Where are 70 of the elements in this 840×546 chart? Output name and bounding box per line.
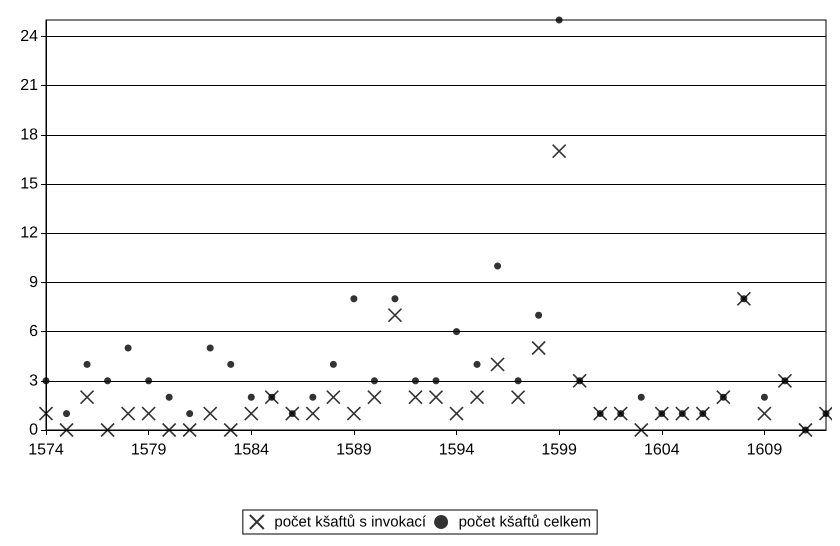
y-tick-label: 12 — [20, 224, 38, 242]
point — [510, 390, 526, 404]
x-tick-label: 1594 — [438, 442, 474, 458]
legend-label: počet kšaftů celkem — [458, 514, 592, 530]
point — [535, 312, 542, 319]
y-tick-label: 6 — [29, 323, 38, 340]
point — [227, 360, 234, 368]
point — [306, 406, 320, 421]
point — [490, 357, 505, 372]
point — [84, 360, 91, 368]
y-tick-label: 24 — [20, 28, 38, 45]
point — [309, 394, 316, 401]
x-tick-label: 1589 — [336, 442, 372, 458]
point — [474, 360, 481, 368]
point — [202, 406, 218, 421]
point — [634, 422, 649, 438]
point — [162, 422, 176, 438]
point — [244, 406, 259, 421]
y-tick-label: 15 — [20, 176, 38, 192]
point — [330, 360, 337, 368]
point — [453, 328, 460, 336]
point — [326, 390, 341, 404]
point — [38, 406, 54, 421]
point — [186, 410, 194, 418]
y-tick-label: 21 — [20, 77, 38, 94]
point — [428, 390, 444, 404]
point — [206, 344, 214, 352]
point — [638, 394, 645, 401]
x-tick-label: 1604 — [644, 442, 680, 458]
point — [100, 422, 115, 438]
point — [124, 344, 132, 352]
x-tick-label: 1574 — [28, 442, 64, 458]
point — [223, 422, 238, 438]
legend-label: počet kšaftů s invokací — [274, 514, 427, 530]
y-tick-label: 0 — [29, 422, 38, 438]
point — [556, 16, 563, 24]
point — [531, 340, 546, 356]
point — [145, 377, 152, 384]
point — [391, 295, 398, 302]
point — [514, 377, 522, 384]
point — [408, 390, 423, 404]
point — [552, 144, 566, 158]
point — [120, 406, 136, 421]
point — [63, 410, 70, 418]
point — [370, 377, 378, 384]
point — [141, 406, 156, 421]
y-tick-label: 18 — [20, 126, 38, 144]
point — [166, 394, 173, 401]
point — [182, 422, 197, 438]
y-tick-label: 3 — [29, 372, 38, 390]
x-tick-label: 1599 — [541, 442, 578, 458]
point — [367, 390, 382, 404]
point — [104, 377, 112, 384]
point — [248, 394, 255, 401]
point — [59, 422, 74, 438]
point — [470, 390, 484, 404]
point — [432, 377, 440, 384]
y-tick-label: 9 — [29, 274, 38, 291]
point — [346, 406, 362, 421]
point — [757, 406, 772, 421]
point — [350, 295, 358, 302]
point — [494, 262, 502, 270]
point — [388, 308, 402, 322]
x-tick-label: 1609 — [746, 442, 782, 458]
point — [80, 390, 94, 404]
x-tick-label: 1579 — [130, 442, 167, 458]
point — [449, 406, 464, 421]
point — [412, 377, 419, 384]
x-tick-label: 1584 — [233, 442, 270, 458]
point — [760, 394, 768, 401]
